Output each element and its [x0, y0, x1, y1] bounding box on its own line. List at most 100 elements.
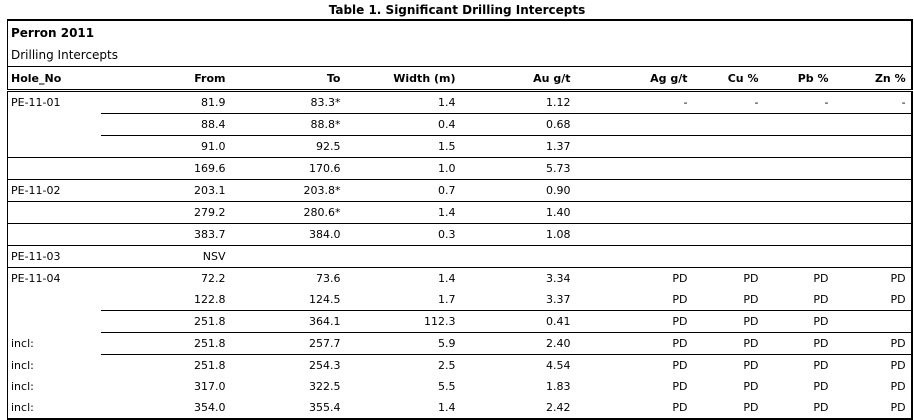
cell-pb: -: [763, 90, 834, 114]
cell-pb: PD: [813, 272, 829, 285]
cell-au: 0.68: [460, 113, 576, 136]
table-row: PE-11-02 203.1 203.8* 0.7 0.90: [7, 179, 912, 202]
cell-to: 88.8*: [230, 113, 346, 136]
column-header-cu-pct: Cu %: [692, 66, 764, 92]
table-subtitle-row: Perron 2011: [8, 20, 912, 44]
cell-hole: PE-11-01: [11, 96, 61, 110]
cell-au: 1.08: [460, 223, 576, 246]
cell-zn: PD: [890, 272, 906, 285]
cell-au: 2.42: [546, 401, 571, 414]
cell-from: 251.8: [194, 359, 226, 372]
cell-hole: [7, 135, 101, 158]
cell-to: [230, 245, 346, 268]
table-row: incl: 354.0 355.4 1.4 2.42 PD PD PD PD: [8, 397, 912, 419]
cell-zn: [833, 135, 912, 158]
cell-width: 1.7: [345, 289, 461, 311]
cell-to: 73.6: [316, 272, 341, 285]
cell-cu: PD: [743, 272, 759, 285]
cell-from: 169.6: [100, 157, 231, 180]
cell-width: 0.7: [345, 179, 461, 202]
cell-ag: [575, 201, 693, 224]
cell-hole: PE-11-02: [7, 179, 101, 202]
cell-ag: PD: [575, 332, 693, 355]
cell-hole: [8, 289, 101, 311]
cell-from: 354.0: [194, 401, 226, 414]
cell-pb: [763, 223, 834, 246]
cell-au: 0.90: [460, 179, 576, 202]
cell-width: 112.3: [345, 310, 461, 333]
cell-to: 124.5: [230, 289, 346, 311]
cell-pb: [763, 157, 834, 180]
cell-cu: [692, 245, 764, 268]
cell-ag: [575, 245, 693, 268]
cell-cu: [692, 223, 764, 246]
cell-au: 1.12: [460, 90, 576, 114]
cell-hole: incl:: [11, 337, 34, 350]
cell-au: [460, 245, 576, 268]
cell-to: 322.5: [309, 380, 341, 393]
cell-ag: PD: [672, 359, 688, 372]
cell-pb: PD: [813, 359, 829, 372]
cell-zn: PD: [890, 401, 906, 414]
page-title: Table 1. Significant Drilling Intercepts: [328, 3, 586, 17]
table-subtitle-secondary: Drilling Intercepts: [11, 48, 119, 62]
cell-from: 317.0: [194, 380, 226, 393]
cell-ag: PD: [575, 289, 693, 311]
cell-hole: [8, 114, 101, 136]
cell-to: 203.8*: [230, 179, 346, 202]
cell-au: 3.34: [546, 272, 571, 285]
cell-pb: [763, 201, 834, 224]
cell-au: 2.40: [460, 332, 576, 355]
cell-au: 4.54: [546, 359, 571, 372]
cell-zn: PD: [833, 332, 912, 355]
table-row: 383.7 384.0 0.3 1.08: [7, 223, 912, 246]
cell-cu: [692, 113, 764, 136]
cell-ag: [575, 157, 693, 180]
cell-ag: PD: [672, 380, 688, 393]
column-header-hole-no: Hole_No: [7, 66, 101, 92]
cell-pb: PD: [763, 310, 834, 333]
table-row: 169.6 170.6 1.0 5.73: [7, 157, 912, 180]
column-header-width-m: Width (m): [345, 66, 461, 92]
cell-width: 0.3: [345, 223, 461, 246]
cell-hole: [8, 311, 101, 333]
cell-cu: PD: [743, 380, 759, 393]
cell-width: 2.5: [438, 359, 456, 372]
cell-pb: PD: [763, 289, 834, 311]
cell-au: 1.37: [460, 135, 576, 158]
cell-cu: [692, 157, 764, 180]
table-row: PE-11-03 NSV: [7, 245, 912, 268]
cell-to: 384.0: [230, 223, 346, 246]
cell-width: 0.4: [345, 113, 461, 136]
cell-to: 364.1: [230, 310, 346, 333]
cell-pb: [763, 113, 834, 136]
cell-zn: PD: [890, 359, 906, 372]
cell-width: 5.9: [345, 332, 461, 355]
table-row: incl: 251.8 254.3 2.5 4.54 PD PD PD PD: [8, 355, 912, 377]
cell-hole: incl:: [11, 401, 34, 414]
cell-ag: PD: [672, 401, 688, 414]
cell-pb: PD: [813, 380, 829, 393]
cell-zn: PD: [833, 289, 912, 311]
table-row: incl: 251.8 257.7 5.9 2.40 PD PD PD PD: [8, 332, 912, 355]
table-row: 88.4 88.8* 0.4 0.68: [8, 113, 912, 136]
cell-from: 72.2: [201, 272, 226, 285]
cell-cu: PD: [692, 289, 764, 311]
cell-from: 81.9: [100, 90, 231, 114]
column-header-pb-pct: Pb %: [763, 66, 834, 92]
cell-pb: [763, 245, 834, 268]
cell-zn: PD: [890, 380, 906, 393]
cell-cu: -: [692, 90, 764, 114]
cell-width: [345, 245, 461, 268]
table-row: 251.8 364.1 112.3 0.41 PD PD PD: [8, 310, 912, 333]
cell-ag: PD: [575, 310, 693, 333]
cell-width: 1.4: [345, 90, 461, 114]
cell-hole: incl:: [11, 358, 34, 372]
cell-zn: [833, 245, 912, 268]
cell-ag: [575, 135, 693, 158]
cell-au: 1.83: [546, 380, 571, 393]
cell-cu: [692, 179, 764, 202]
cell-au: 5.73: [460, 157, 576, 180]
cell-zn: [833, 179, 912, 202]
column-header-to: To: [230, 66, 346, 92]
